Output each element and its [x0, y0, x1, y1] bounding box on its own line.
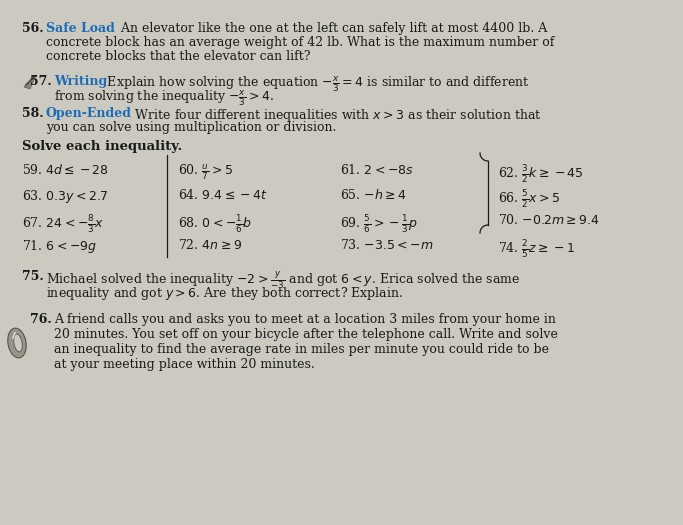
- Text: 72. $4n \geq 9$: 72. $4n \geq 9$: [178, 238, 242, 252]
- Ellipse shape: [14, 334, 23, 352]
- Text: 68. $0 < -\frac{1}{6}b$: 68. $0 < -\frac{1}{6}b$: [178, 213, 252, 235]
- Text: Explain how solving the equation $-\frac{x}{3} = 4$ is similar to and different: Explain how solving the equation $-\frac…: [103, 75, 530, 94]
- Text: A friend calls you and asks you to meet at a location 3 miles from your home in: A friend calls you and asks you to meet …: [54, 313, 556, 326]
- Text: concrete block has an average weight of 42 lb. What is the maximum number of: concrete block has an average weight of …: [46, 36, 555, 49]
- Text: an inequality to find the average rate in miles per minute you could ride to be: an inequality to find the average rate i…: [54, 343, 549, 356]
- Text: 69. $\frac{5}{6} > -\frac{1}{3}p$: 69. $\frac{5}{6} > -\frac{1}{3}p$: [340, 213, 418, 235]
- Text: 63. $0.3y < 2.7$: 63. $0.3y < 2.7$: [22, 188, 109, 205]
- Text: 73. $-3.5 < -m$: 73. $-3.5 < -m$: [340, 238, 433, 252]
- Text: 60. $\frac{u}{7} > 5$: 60. $\frac{u}{7} > 5$: [178, 163, 233, 182]
- Text: 74. $\frac{2}{5}z \geq -1$: 74. $\frac{2}{5}z \geq -1$: [498, 238, 575, 260]
- Text: 61. $2 < -8s$: 61. $2 < -8s$: [340, 163, 414, 177]
- Text: 64. $9.4 \leq -4t$: 64. $9.4 \leq -4t$: [178, 188, 268, 202]
- Text: 67. $24 < -\frac{8}{3}x$: 67. $24 < -\frac{8}{3}x$: [22, 213, 104, 235]
- Text: Michael solved the inequality $-2 > \frac{y}{-3}$ and got $6 < y$. Erica solved : Michael solved the inequality $-2 > \fra…: [46, 270, 520, 291]
- Text: 59. $4d \leq -28$: 59. $4d \leq -28$: [22, 163, 109, 177]
- Ellipse shape: [8, 328, 26, 358]
- Text: 75.: 75.: [22, 270, 44, 283]
- Text: 65. $-h \geq 4$: 65. $-h \geq 4$: [340, 188, 407, 202]
- Text: 58.: 58.: [22, 107, 44, 120]
- Text: An elevator like the one at the left can safely lift at most 4400 lb. A: An elevator like the one at the left can…: [117, 22, 547, 35]
- Text: 56.: 56.: [22, 22, 44, 35]
- Text: at your meeting place within 20 minutes.: at your meeting place within 20 minutes.: [54, 358, 315, 371]
- Text: Open-Ended: Open-Ended: [46, 107, 132, 120]
- Polygon shape: [24, 75, 36, 89]
- Text: 70. $-0.2m \geq 9.4$: 70. $-0.2m \geq 9.4$: [498, 213, 600, 227]
- Text: inequality and got $y > 6$. Are they both correct? Explain.: inequality and got $y > 6$. Are they bot…: [46, 285, 403, 302]
- Text: 20 minutes. You set off on your bicycle after the telephone call. Write and solv: 20 minutes. You set off on your bicycle …: [54, 328, 558, 341]
- Text: 71. $6 < -9g$: 71. $6 < -9g$: [22, 238, 97, 255]
- Text: 76.: 76.: [30, 313, 52, 326]
- Text: Safe Load: Safe Load: [46, 22, 115, 35]
- Text: you can solve using multiplication or division.: you can solve using multiplication or di…: [46, 121, 336, 134]
- Text: concrete blocks that the elevator can lift?: concrete blocks that the elevator can li…: [46, 50, 311, 63]
- Text: from solving the inequality $-\frac{x}{3} > 4$.: from solving the inequality $-\frac{x}{3…: [54, 89, 274, 108]
- Text: Solve each inequality.: Solve each inequality.: [22, 140, 182, 153]
- Text: Write four different inequalities with $x > 3$ as their solution that: Write four different inequalities with $…: [131, 107, 542, 124]
- Text: 57.: 57.: [30, 75, 52, 88]
- Text: Writing: Writing: [54, 75, 107, 88]
- Text: 62. $\frac{3}{2}k \geq -45$: 62. $\frac{3}{2}k \geq -45$: [498, 163, 584, 185]
- Text: 66. $\frac{5}{2}x > 5$: 66. $\frac{5}{2}x > 5$: [498, 188, 560, 210]
